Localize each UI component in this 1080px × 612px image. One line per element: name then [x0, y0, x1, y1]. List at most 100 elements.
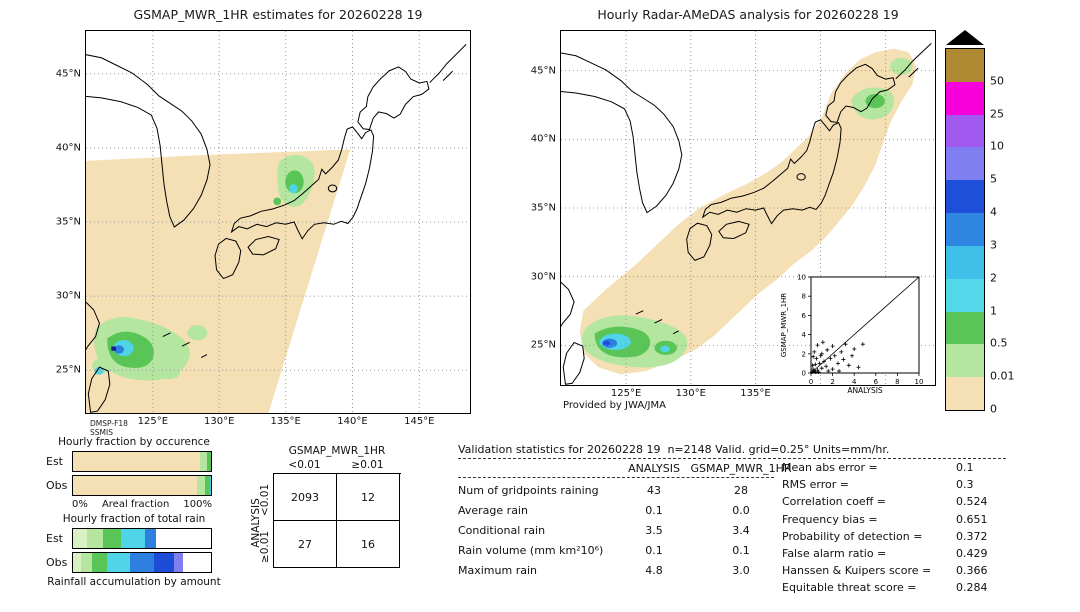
colorbar-tick-label: 1	[990, 304, 997, 318]
skill-scores: Mean abs error = 0.1 RMS error = 0.3 Correla…	[782, 459, 1006, 597]
col-header-gsmap: GSMAP_MWR_1HR	[690, 462, 792, 475]
inset-x-tick: 8	[895, 378, 899, 386]
lon-tick-label: 145°E	[404, 416, 435, 427]
metric-label: Correlation coeff =	[782, 495, 886, 509]
scatter-point	[850, 353, 855, 358]
contingency-cell: 2093	[274, 474, 337, 521]
bar-segment	[86, 529, 104, 548]
metric-value: 0.366	[956, 564, 988, 578]
scatter-point	[815, 343, 820, 348]
inset-y-axis-label: GSMAP_MWR_1HR	[780, 293, 788, 357]
stat-analysis-value: 0.1	[645, 543, 663, 557]
metric-row: Mean abs error = 0.1	[782, 459, 1006, 476]
contingency-cell: 27	[274, 521, 337, 568]
colorbar-tick-label: 5	[990, 172, 997, 186]
inset-x-tick: 0	[809, 378, 813, 386]
lon-tick-label: 125°E	[610, 388, 642, 399]
right-map-title: Hourly Radar-AMeDAS analysis for 2026022…	[597, 7, 899, 22]
scatter-point	[824, 364, 829, 369]
radar-map-canvas	[561, 31, 935, 385]
occurrence-obs-row: Obs	[46, 475, 222, 496]
bar-segment	[183, 553, 211, 572]
total-rain-est-bar	[72, 528, 212, 549]
row-label-obs: Obs	[46, 479, 68, 492]
colorbar-tick-label: 0.01	[990, 369, 1015, 383]
colorbar-blocks	[945, 48, 985, 411]
inset-y-tick: 10	[797, 274, 806, 282]
bar-segment	[154, 553, 174, 572]
scatter-point	[841, 357, 846, 362]
colorbar-tick-label: 4	[990, 205, 997, 219]
occurrence-est-row: Est	[46, 451, 222, 472]
areal-fraction-axis: 0% Areal fraction 100%	[72, 499, 212, 510]
colorbar-block	[946, 344, 984, 378]
total-rain-title: Hourly fraction of total rain	[62, 513, 206, 525]
inset-y-tick: 8	[802, 293, 806, 301]
stat-analysis-value: 43	[647, 483, 661, 497]
metric-value: 0.372	[956, 529, 988, 543]
stat-analysis-value: 0.1	[645, 503, 663, 517]
stat-label: Num of gridpoints raining	[458, 483, 599, 497]
occurrence-est-bar	[72, 451, 212, 472]
occurrence-obs-bar	[72, 475, 212, 496]
scatter-point	[818, 353, 823, 358]
lat-tick-label: 35°N	[530, 202, 556, 214]
sensor-instrument: SSMIS	[90, 428, 113, 437]
metric-row: False alarm ratio = 0.429	[782, 545, 1006, 562]
lat-tick-label: 30°N	[530, 271, 556, 283]
inset-y-tick: 2	[802, 350, 806, 358]
lon-tick-label: 125°E	[137, 416, 169, 427]
metric-value: 0.429	[956, 547, 988, 561]
stat-gsmap-value: 0.0	[732, 503, 750, 517]
validation-col-headers: ANALYSIS GSMAP_MWR_1HR	[458, 462, 1006, 475]
colorbar-tick-label: 0	[990, 402, 997, 416]
validation-row: Average rain 0.1 0.0	[458, 500, 1006, 520]
bar-segment	[73, 553, 82, 572]
metric-value: 0.1	[956, 461, 974, 474]
scatter-point	[810, 363, 815, 368]
stat-label: Conditional rain	[458, 523, 546, 537]
stat-gsmap-value: 3.4	[732, 523, 750, 537]
scatter-point	[813, 362, 818, 367]
occurrence-title: Hourly fraction by occurence	[58, 436, 210, 448]
col-header-analysis: ANALYSIS	[628, 462, 680, 475]
gsmap-map-panel: 45°N 40°N 35°N 30°N 25°N 125°E 130°E 135°E 140°E…	[56, 30, 471, 427]
stat-analysis-value: 3.5	[645, 523, 663, 537]
stat-gsmap-value: 3.0	[732, 563, 750, 577]
metric-value: 0.524	[956, 495, 988, 509]
bar-segment	[204, 476, 210, 495]
colorbar-block	[946, 180, 984, 214]
colorbar-block	[946, 114, 984, 148]
lat-tick-label: 45°N	[55, 68, 81, 80]
scatter-point	[826, 369, 831, 374]
stat-gsmap-value: 0.1	[732, 543, 750, 557]
stat-label: Maximum rain	[458, 563, 537, 577]
metric-label: Equitable threat score =	[782, 581, 917, 595]
colorbar-block	[946, 377, 984, 410]
validation-row: Conditional rain 3.5 3.4	[458, 520, 1006, 540]
contingency-cell: 12	[337, 474, 400, 521]
scatter-point	[819, 366, 824, 371]
bar-segment	[73, 529, 87, 548]
sensor-platform: DMSP-F18	[90, 419, 128, 428]
stat-label: Average rain	[458, 503, 528, 517]
inset-y-tick: 4	[802, 331, 807, 339]
metric-label: Mean abs error =	[782, 461, 878, 474]
metric-value: 0.3	[956, 478, 974, 492]
validation-stats: Validation statistics for 20260228 19 n=…	[458, 443, 1006, 594]
dashed-divider	[458, 458, 1006, 459]
scatter-point	[821, 359, 826, 364]
lon-tick-label: 135°E	[740, 388, 771, 399]
metric-label: RMS error =	[782, 478, 849, 492]
bar-segment	[92, 553, 108, 572]
rain-shading	[581, 57, 913, 368]
row-header: <0.01	[259, 483, 271, 517]
axis-max-label: 100%	[183, 499, 212, 510]
stat-analysis-value: 4.8	[645, 563, 663, 577]
col-header: <0.01	[288, 459, 321, 471]
fraction-charts: Hourly fraction by occurence Est Obs 0% …	[46, 436, 222, 588]
scatter-point	[856, 365, 861, 370]
lat-tick-label: 40°N	[55, 142, 81, 154]
metric-label: Hanssen & Kuipers score =	[782, 564, 932, 578]
scatter-point	[814, 356, 819, 361]
